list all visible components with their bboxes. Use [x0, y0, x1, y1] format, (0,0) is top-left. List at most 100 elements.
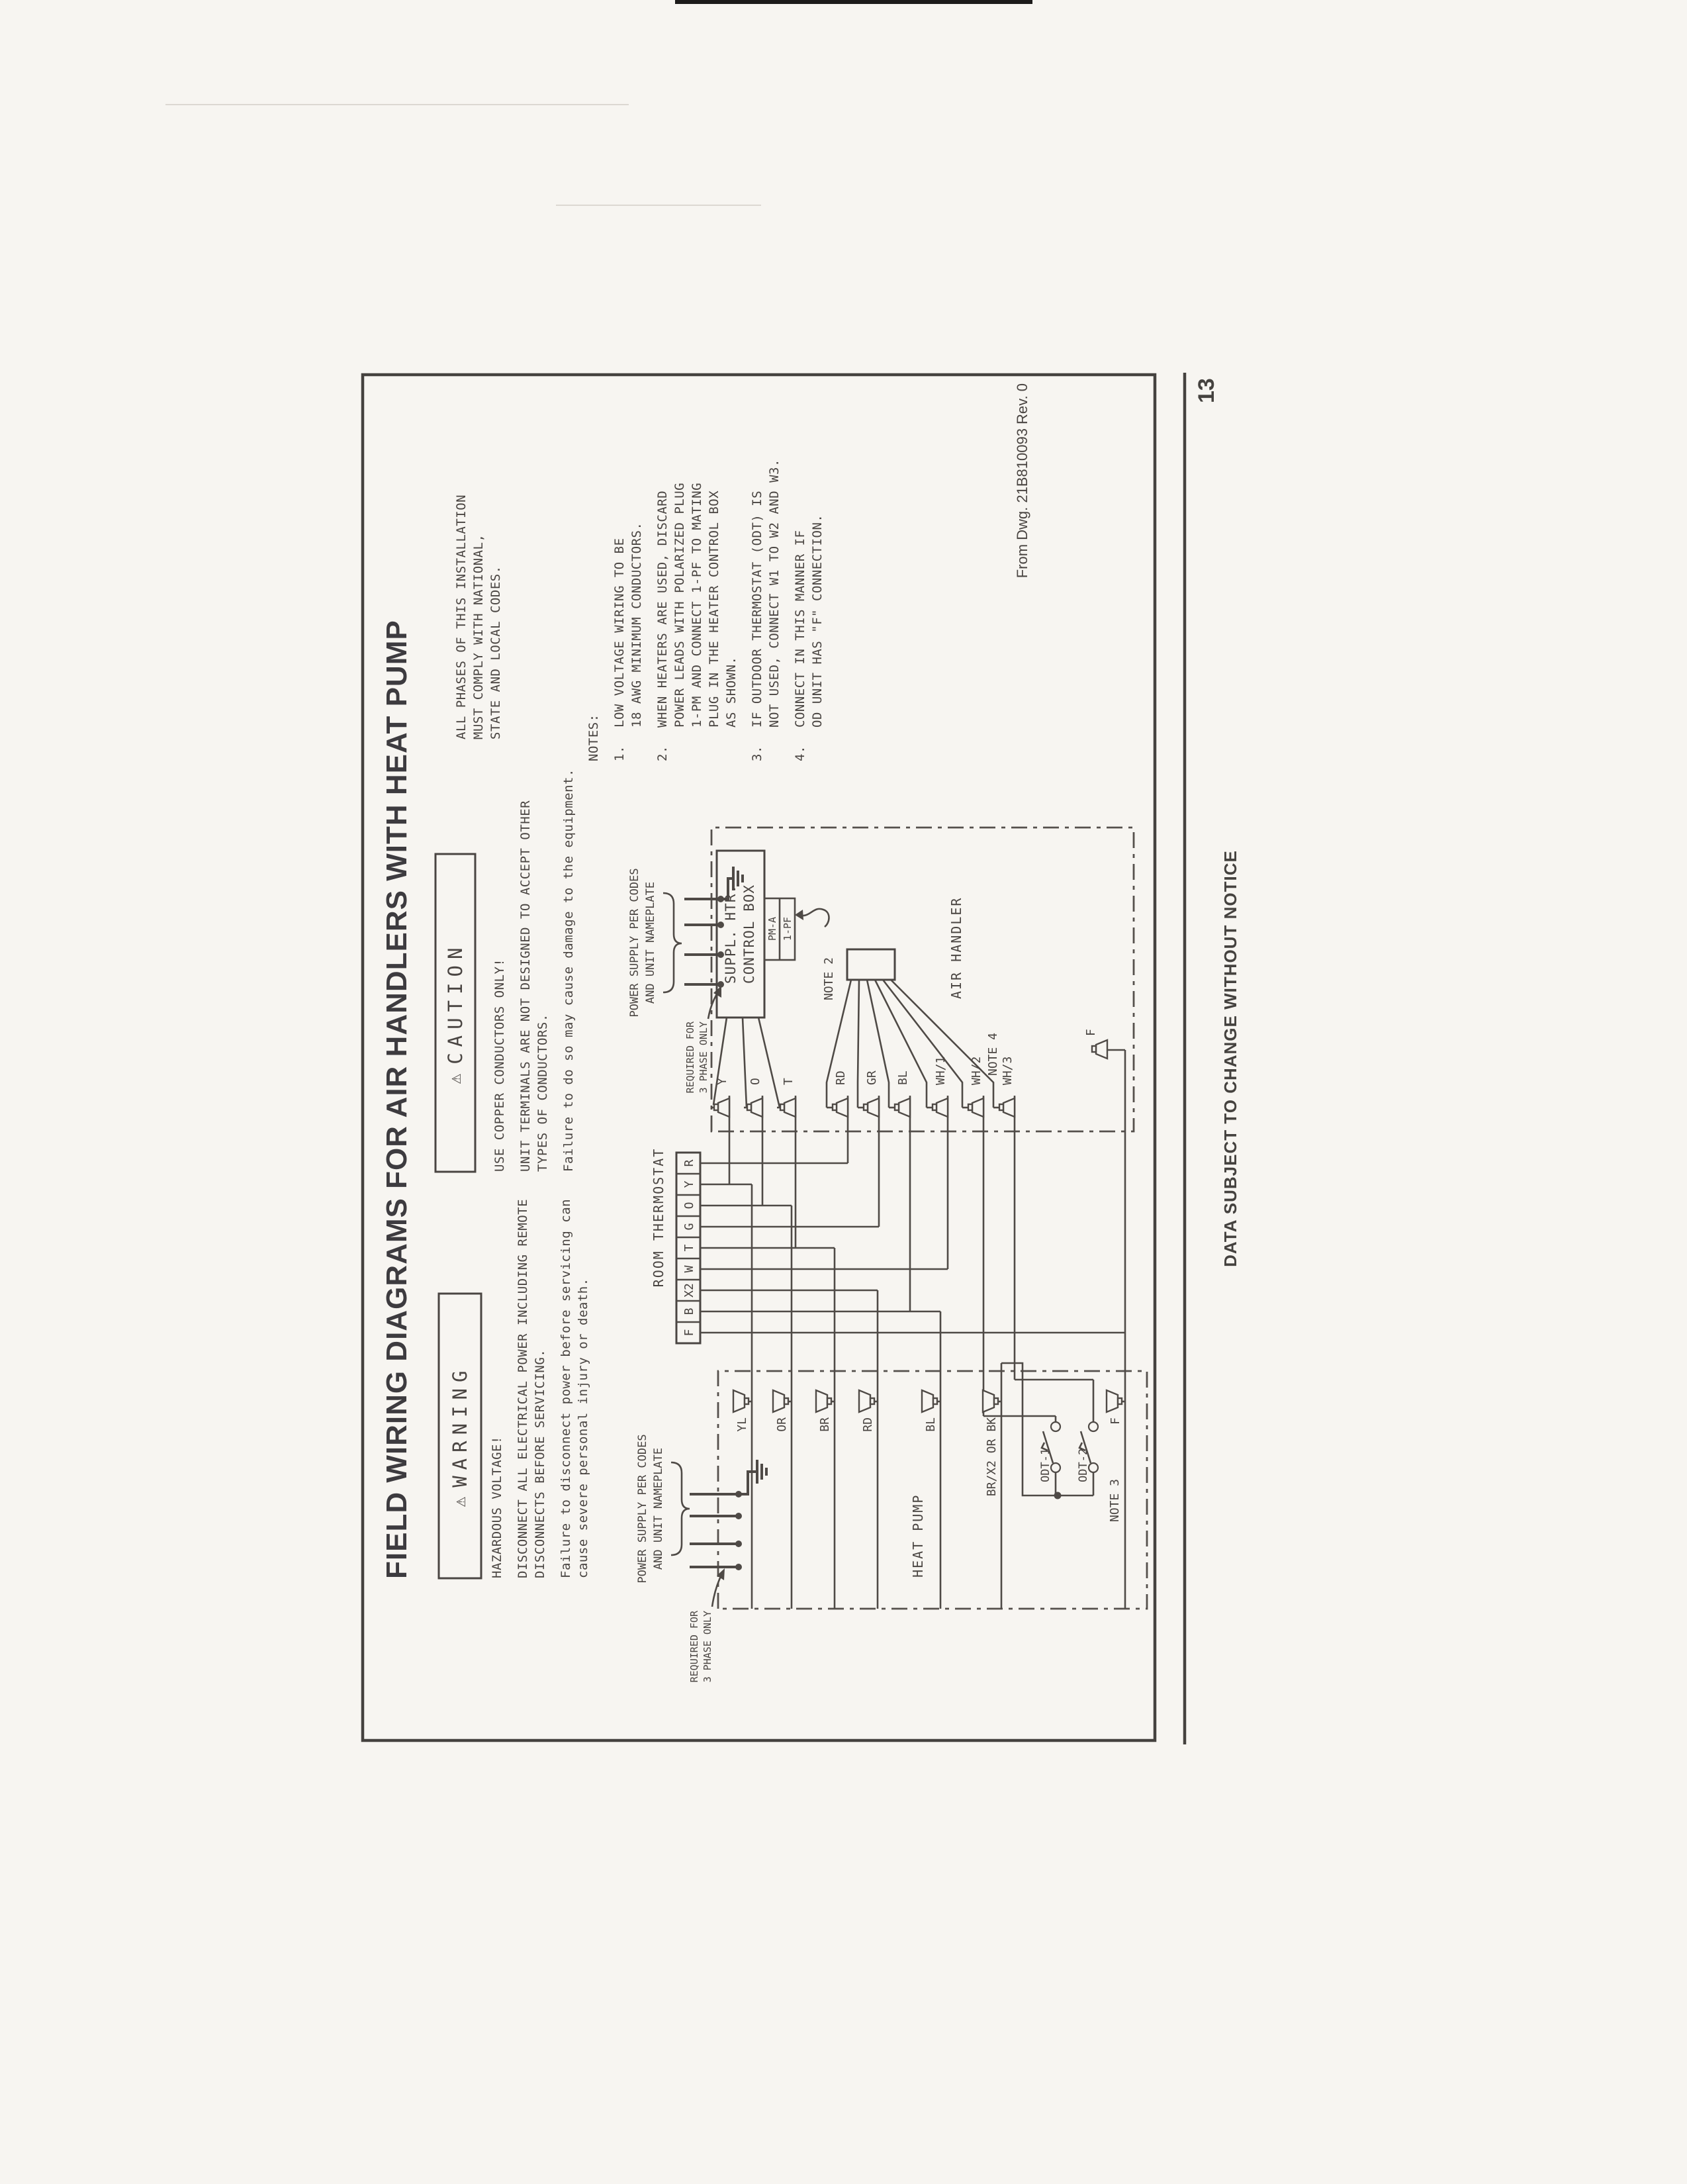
phase-note-arrow	[711, 1568, 725, 1607]
drawing-frame	[361, 373, 1157, 1742]
caution-header-box	[434, 853, 477, 1173]
hp-power-label-1: POWER SUPPLY PER CODES	[636, 1434, 649, 1583]
plug-cable-squiggle	[798, 908, 830, 928]
note-item-2: 2. WHEN HEATERS ARE USED, DISCARD POWER …	[654, 459, 740, 761]
hp-phase-note-1: REQUIRED FOR	[688, 1610, 700, 1682]
drawing-reference: From Dwg. 21B810093 Rev. 0	[1014, 383, 1030, 579]
hp-terminal-label-brx2: BR/X2 OR BK	[985, 1417, 999, 1496]
note-line: LOW VOLTAGE WIRING TO BE	[612, 538, 627, 728]
terminal-flag-or	[772, 1389, 792, 1413]
plug-label-1-pf: 1-PF	[782, 917, 794, 941]
note-line: 18 AWG MINIMUM CONDUCTORS.	[629, 522, 644, 728]
note-line: WHEN HEATERS ARE USED, DISCARD	[655, 490, 670, 728]
scan-streak	[165, 104, 629, 105]
caution-line: USE COPPER CONDUCTORS ONLY!	[492, 958, 507, 1172]
control-box-label-2: CONTROL BOX	[741, 884, 757, 984]
hp-terminal-label-yl: YL	[735, 1417, 749, 1432]
ah-terminal-label-gr: GR	[865, 1070, 879, 1085]
ah-terminal-label-o: O	[749, 1078, 762, 1085]
note-number: 2.	[655, 745, 670, 761]
compliance-line: MUST COMPLY WITH NATIONAL,	[471, 534, 486, 739]
terminal-flag-bl	[921, 1389, 940, 1413]
terminal-flag-wh1	[927, 1097, 949, 1118]
thermostat-terminal: R	[682, 1159, 696, 1166]
hp-terminal-label-rd: RD	[861, 1417, 875, 1432]
thermostat-terminal: T	[682, 1244, 696, 1251]
ah-terminal-label-t: T	[782, 1078, 796, 1085]
air-handler-wire-channels	[712, 1017, 1125, 1416]
note-4-ref: NOTE 4	[986, 1033, 1000, 1076]
warning-line: HAZARDOUS VOLTAGE!	[490, 1436, 504, 1578]
note-number: 3.	[750, 745, 764, 761]
heat-pump-boundary	[717, 1370, 1148, 1610]
hp-power-label-2: AND UNIT NAMEPLATE	[652, 1448, 665, 1570]
warning-line: Failure to disconnect power before servi…	[559, 1198, 573, 1578]
note-line: NOT USED, CONNECT W1 TO W2 AND W3.	[767, 459, 782, 728]
terminal-flag-br	[815, 1389, 835, 1413]
ah-terminal-label-f: F	[1084, 1029, 1098, 1036]
air-handler-label: AIR HANDLER	[948, 897, 964, 999]
terminal-flag-yl	[732, 1389, 752, 1413]
odt-circuit	[983, 1362, 1099, 1499]
terminal-flag-wh2	[962, 1097, 985, 1118]
warning-line: DISCONNECTS BEFORE SERVICING.	[533, 1349, 547, 1578]
caution-line: TYPES OF CONDUCTORS.	[535, 1014, 550, 1172]
note-item-3: 3. IF OUTDOOR THERMOSTAT (ODT) IS NOT US…	[749, 459, 783, 761]
note-line: PLUG IN THE HEATER CONTROL BOX	[707, 490, 721, 728]
thermostat-terminal: F	[682, 1329, 696, 1337]
plug-arrowhead	[795, 910, 803, 920]
note-2-ref: NOTE 2	[822, 957, 836, 1000]
ah-power-label-2: AND UNIT NAMEPLATE	[644, 882, 657, 1004]
ah-terminal-label-y: Y	[715, 1078, 729, 1085]
thermostat-wire-drops	[700, 1162, 1125, 1334]
terminal-flag-gr	[858, 1097, 880, 1118]
compliance-line: ALL PHASES OF THIS INSTALLATION	[454, 494, 469, 739]
diagram-labels: ROOM THERMOSTAT F B X2 W T G O Y R HEAT …	[628, 868, 1122, 1682]
page-number: 13	[1194, 378, 1219, 403]
control-box-label-1: SUPPL. HTR.	[723, 884, 739, 984]
odt-1-label: ODT-1	[1039, 1448, 1052, 1482]
page-title: FIELD WIRING DIAGRAMS FOR AIR HANDLERS W…	[381, 620, 413, 1579]
heat-pump-wire-channels	[751, 1050, 1126, 1609]
terminal-flag-y	[711, 1097, 731, 1118]
odt-2-label: ODT-2	[1077, 1448, 1090, 1482]
odt-1-switch	[1040, 1421, 1062, 1474]
caution-line: UNIT TERMINALS ARE NOT DESIGNED TO ACCEP…	[518, 800, 533, 1172]
compliance-line: STATE AND LOCAL CODES.	[488, 565, 503, 739]
note-number: 1.	[612, 745, 627, 761]
thermostat-terminal: Y	[682, 1180, 696, 1188]
thermostat-terminal: W	[682, 1265, 696, 1272]
ah-phase-note-1: REQUIRED FOR	[684, 1021, 696, 1093]
notes-block: NOTES: 1. LOW VOLTAGE WIRING TO BE 18 AW…	[585, 459, 835, 761]
ah-terminal-label-wh3: WH/3	[1001, 1057, 1015, 1085]
note-line: POWER LEADS WITH POLARIZED PLUG	[672, 482, 687, 728]
hp-terminal-label-f: F	[1109, 1417, 1122, 1425]
warning-header-text: WARNING	[449, 1364, 471, 1488]
ah-terminal-label-bl: BL	[896, 1070, 910, 1085]
harness-connector-block	[846, 948, 896, 981]
warning-header: ⚠ WARNING	[439, 1294, 481, 1578]
heat-pump-terminal-flags	[732, 1389, 1125, 1413]
terminal-flag-f	[1105, 1389, 1125, 1413]
hp-terminal-label-bl: BL	[924, 1417, 938, 1432]
terminal-flag-o	[744, 1097, 764, 1118]
power-supply-brace	[662, 892, 682, 994]
phase-note-arrow	[707, 986, 721, 1020]
hp-terminal-label-or: OR	[775, 1417, 789, 1432]
note-line: 1-PM AND CONNECT 1-PF TO MATING	[690, 482, 704, 728]
scan-streak	[556, 205, 761, 206]
warning-text-block: HAZARDOUS VOLTAGE! DISCONNECT ALL ELECTR…	[488, 1199, 592, 1578]
thermostat-terminal: X2	[682, 1283, 696, 1298]
heat-pump-label: HEAT PUMP	[910, 1494, 926, 1578]
ah-phase-note-2: 3 PHASE ONLY	[698, 1021, 709, 1093]
ah-terminal-label-rd: RD	[834, 1070, 848, 1085]
ground-symbol	[721, 867, 744, 900]
air-handler-terminal-flags	[711, 1039, 1109, 1118]
caution-header: ⚠ CAUTION	[435, 854, 475, 1172]
notes-header: NOTES:	[586, 714, 601, 761]
room-thermostat-strip	[675, 1151, 702, 1345]
note-line: OD UNIT HAS "F" CONNECTION.	[810, 514, 825, 728]
warning-line: cause severe personal injury or death.	[576, 1278, 590, 1578]
